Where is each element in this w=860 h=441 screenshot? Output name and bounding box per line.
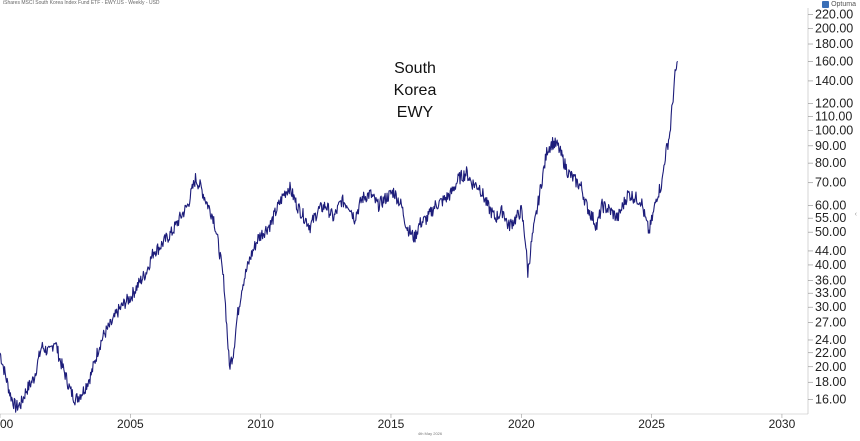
y-tick-label: 80.00 xyxy=(815,156,846,170)
y-tick-label: 16.00 xyxy=(815,393,846,407)
x-tick-label: 2015 xyxy=(378,417,405,431)
x-tick-label: 2025 xyxy=(638,417,665,431)
y-tick-label: 200.00 xyxy=(815,22,853,36)
y-tick-label: 100.00 xyxy=(815,123,853,137)
chart-subtitle: EWY xyxy=(396,104,434,121)
x-tick-label: 2000 xyxy=(0,417,14,431)
y-tick-label: 30.00 xyxy=(815,300,846,314)
x-tick-label: 2010 xyxy=(247,417,274,431)
x-tick-label: 2030 xyxy=(769,417,796,431)
y-tick-label: 70.00 xyxy=(815,176,846,190)
instrument-header: iShares MSCI South Korea Index Fund ETF … xyxy=(3,0,160,6)
y-tick-label: 33.00 xyxy=(815,286,846,300)
y-tick-label: 60.00 xyxy=(815,198,846,212)
chart-title: South Korea xyxy=(393,60,437,99)
optuma-icon xyxy=(822,1,830,8)
brand-name: Optuma xyxy=(831,1,856,8)
y-tick-label: 40.00 xyxy=(815,258,846,272)
x-axis: 2000 2005 2010 2015 2020 2025 2030 xyxy=(0,413,808,431)
y-tick-label: 120.00 xyxy=(815,97,853,111)
y-tick-label: 18.00 xyxy=(815,375,846,389)
y-tick-label: 90.00 xyxy=(815,139,846,153)
y-tick-label: 55.00 xyxy=(815,211,846,225)
y-tick-label: 220.00 xyxy=(815,8,853,22)
series-layer xyxy=(0,60,679,413)
axis-scroll-handle[interactable]: ‹ xyxy=(854,211,857,218)
y-tick-label: 22.00 xyxy=(815,346,846,360)
y-tick-label: 160.00 xyxy=(815,54,853,68)
y-tick-label: 180.00 xyxy=(815,37,853,51)
y-tick-label: 27.00 xyxy=(815,316,846,330)
y-tick-label: 44.00 xyxy=(815,244,846,258)
y-tick-label: 20.00 xyxy=(815,360,846,374)
brand-logo: Optuma xyxy=(822,1,856,8)
x-tick-label: 2020 xyxy=(508,417,535,431)
y-tick-label: 36.00 xyxy=(815,273,846,287)
y-tick-label: 110.00 xyxy=(815,109,852,123)
y-tick-label: 140.00 xyxy=(815,74,853,88)
footer-date: 4th May 2026 xyxy=(417,431,443,436)
y-tick-label: 24.00 xyxy=(815,333,846,347)
x-tick-label: 2005 xyxy=(117,417,144,431)
price-series-line xyxy=(0,60,679,413)
y-tick-label: 50.00 xyxy=(815,225,846,239)
chart-title-block: South Korea EWY xyxy=(372,58,458,124)
